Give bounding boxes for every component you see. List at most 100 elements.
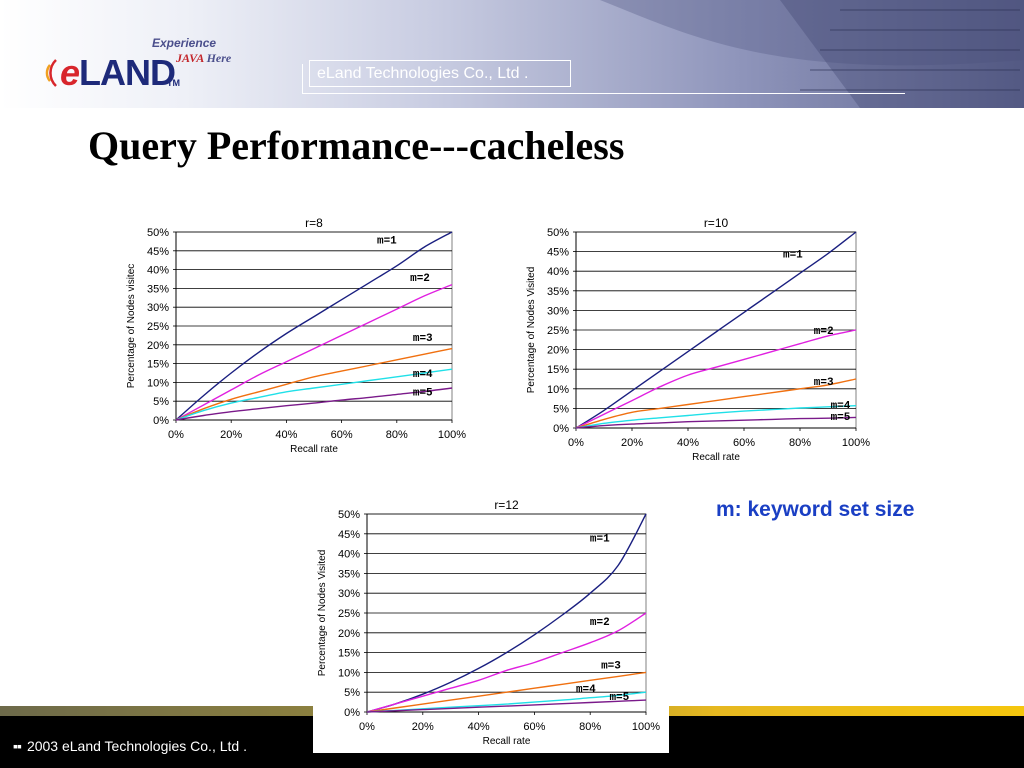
x-tick-label: 80% [579, 721, 601, 733]
y-tick-label: 25% [147, 321, 169, 333]
y-tick-label: 0% [344, 707, 360, 719]
y-tick-label: 20% [547, 345, 569, 357]
series-label-m1: m=1 [377, 235, 397, 247]
footer-copyright: ▪▪ 2003 eLand Technologies Co., Ltd . [13, 738, 247, 754]
y-tick-label: 35% [547, 286, 569, 298]
header-banner: Experience JAVA Here eLAND TM eLand Tech… [0, 0, 1024, 108]
y-tick-label: 30% [547, 305, 569, 317]
series-label-m3: m=3 [413, 333, 433, 345]
y-tick-label: 35% [338, 568, 360, 580]
series-label-m5: m=5 [413, 388, 433, 400]
x-tick-label: 100% [632, 721, 660, 733]
series-line-m3 [175, 347, 453, 421]
series-line-m5 [366, 699, 647, 713]
y-tick-label: 30% [147, 302, 169, 314]
footer-copyright-text: 2003 eLand Technologies Co., Ltd . [26, 738, 247, 754]
chart-title: r=8 [305, 216, 323, 230]
x-tick-label: 80% [789, 437, 811, 449]
header-divider-vertical [302, 64, 303, 94]
y-tick-label: 10% [338, 667, 360, 679]
series-label-m4: m=4 [831, 400, 851, 412]
y-tick-label: 25% [338, 608, 360, 620]
y-tick-label: 20% [338, 628, 360, 640]
y-tick-label: 20% [147, 340, 169, 352]
header-decoration [600, 0, 1024, 108]
series-label-m1: m=1 [590, 534, 610, 546]
x-axis-label: Recall rate [692, 452, 740, 463]
logo-signal-icon [45, 59, 57, 87]
chart-r10: 0% 5% 10% 15% 20% 25% 30% 35% 40% 45% 50% 0% 20% 40% 6… [526, 216, 870, 463]
y-axis-label: Percentage of Nodes Visited [526, 267, 537, 394]
series-line-m4 [175, 368, 453, 421]
logo-experience-text: Experience [152, 36, 217, 50]
x-tick-label: 100% [438, 429, 466, 441]
x-axis-label: Recall rate [290, 444, 338, 455]
y-axis-label: Percentage of Nodes Visited [317, 550, 328, 677]
company-name-box: eLand Technologies Co., Ltd . [309, 60, 571, 87]
y-tick-label: 25% [547, 325, 569, 337]
logo-java-word: JAVA [176, 51, 204, 65]
series-line-m2 [366, 612, 647, 713]
slide-title: Query Performance---cacheless [88, 123, 625, 168]
series-line-m1 [175, 231, 453, 421]
series-label-m4: m=4 [413, 369, 433, 381]
y-tick-label: 30% [338, 588, 360, 600]
y-tick-label: 5% [344, 687, 360, 699]
y-tick-label: 5% [553, 403, 569, 415]
series-label-m3: m=3 [814, 377, 834, 389]
x-tick-label: 20% [412, 721, 434, 733]
x-tick-label: 40% [275, 429, 297, 441]
y-tick-label: 35% [147, 283, 169, 295]
x-tick-label: 60% [733, 437, 755, 449]
x-tick-label: 20% [621, 437, 643, 449]
series-line-m1 [366, 513, 647, 713]
y-tick-label: 45% [547, 247, 569, 259]
series-line-m2 [175, 283, 453, 421]
series-line-m5 [175, 387, 453, 421]
x-tick-label: 60% [523, 721, 545, 733]
series-label-m2: m=2 [814, 326, 834, 338]
series-line-m3 [575, 378, 857, 429]
header-divider [302, 93, 905, 94]
y-tick-label: 15% [338, 648, 360, 660]
x-tick-label: 0% [568, 437, 584, 449]
eland-logo: Experience JAVA Here eLAND TM [34, 30, 264, 100]
y-tick-label: 15% [547, 364, 569, 376]
logo-e-letter: e [60, 52, 80, 93]
x-tick-label: 60% [331, 429, 353, 441]
x-tick-label: 40% [468, 721, 490, 733]
series-line-m5 [575, 416, 857, 429]
series-label-m2: m=2 [410, 273, 430, 285]
y-tick-label: 10% [147, 377, 169, 389]
y-tick-label: 0% [153, 415, 169, 427]
x-tick-label: 0% [168, 429, 184, 441]
y-tick-label: 40% [547, 266, 569, 278]
series-label-m3: m=3 [601, 660, 621, 672]
logo-java-text: JAVA Here [176, 51, 231, 66]
y-tick-label: 50% [147, 227, 169, 239]
y-axis-label: Percentage of Nodes visitec [126, 264, 137, 389]
series-line-m3 [366, 671, 647, 713]
series-line-m1 [575, 231, 857, 429]
x-tick-label: 100% [842, 437, 870, 449]
legend-note: m: keyword set size [716, 498, 915, 521]
y-tick-label: 40% [338, 549, 360, 561]
chart-title: r=12 [494, 498, 519, 512]
chart-r12: 0% 5% 10% 15% 20% 25% 30% 35% 40% 45% 50% 0% 20% 40% 6… [317, 498, 660, 747]
logo-here-word: Here [206, 51, 232, 65]
y-tick-label: 5% [153, 396, 169, 408]
x-tick-label: 0% [359, 721, 375, 733]
x-tick-label: 40% [677, 437, 699, 449]
y-tick-label: 10% [547, 384, 569, 396]
y-tick-label: 45% [147, 246, 169, 258]
logo-brand-text: eLAND [60, 52, 176, 93]
series-line-m2 [575, 329, 857, 429]
chart-r8: 0% 5% 10% 15% 20% 25% 30% 35% 40% 45% 50% 0% 20% 40% 6… [126, 216, 466, 455]
y-tick-label: 45% [338, 529, 360, 541]
series-label-m1: m=1 [783, 249, 803, 261]
x-tick-label: 20% [220, 429, 242, 441]
chart-title: r=10 [704, 216, 729, 230]
series-label-m4: m=4 [576, 684, 596, 696]
series-line-m4 [575, 405, 857, 429]
footer-bullet-icon: ▪▪ [13, 738, 22, 754]
